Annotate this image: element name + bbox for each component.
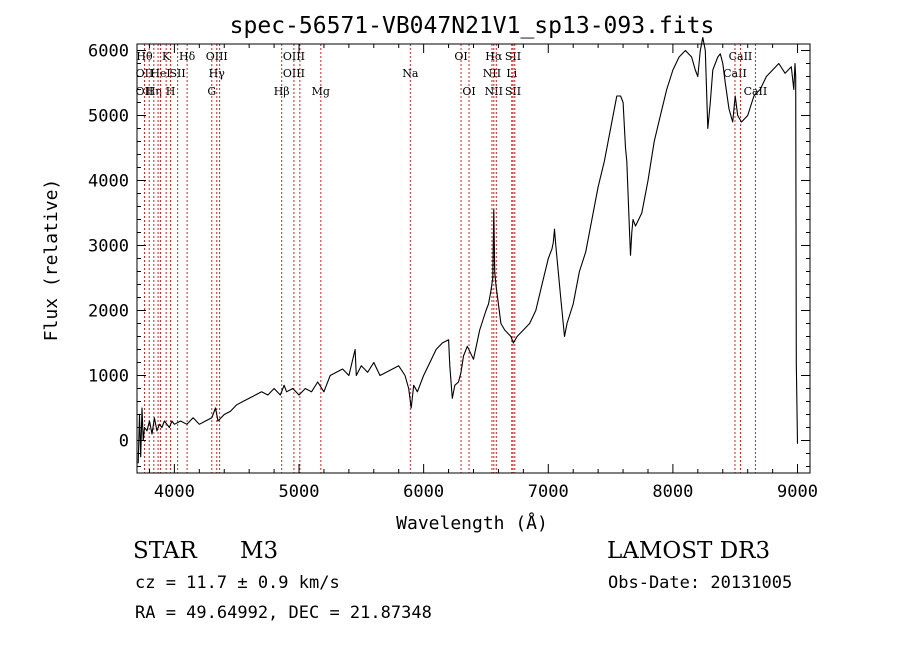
line-label: OI [462,85,475,98]
line-label: OIII [206,50,228,63]
plot-layer: HθOIIOIIHηHeIKHSIIHδGOIIIHγHβOIIIOIIIMgN… [88,36,818,502]
line-label: NII [485,85,503,98]
y-tick-label: 5000 [88,107,129,127]
redshift-velocity: cz = 11.7 ± 0.9 km/s [135,573,340,593]
x-tick-label: 4000 [154,482,195,502]
line-label: Na [402,67,419,80]
line-label: K [162,50,171,63]
line-label: HeI [150,67,170,80]
line-label: H [166,85,176,98]
line-label: Mg [312,85,330,98]
x-tick-label: 8000 [652,482,693,502]
x-tick-label: 5000 [279,482,320,502]
y-axis-label: Flux (relative) [41,179,62,342]
y-tick-label: 3000 [88,237,129,257]
y-tick-label: 1000 [88,367,129,387]
x-tick-label: 9000 [777,482,818,502]
line-label: Hδ [179,50,196,63]
line-label: SII [505,85,521,98]
y-tick-label: 2000 [88,302,129,322]
x-tick-label: 6000 [403,482,444,502]
y-tick-label: 0 [119,432,129,452]
x-tick-label: 7000 [528,482,569,502]
object-subclass: M3 [240,538,279,564]
line-label: CaII [744,85,768,98]
x-axis-label: Wavelength (Å) [396,512,548,534]
line-label: SII [170,67,186,80]
line-label: G [207,85,216,98]
line-label: OIII [283,67,305,80]
line-label: NII [483,67,501,80]
line-label: Hγ [209,67,226,80]
line-label: Hθ [136,50,153,63]
line-label: OIII [283,50,305,63]
chart-title: spec-56571-VB047N21V1_sp13-093.fits [230,13,715,39]
line-label: SII [505,50,521,63]
line-label: OI [454,50,467,63]
line-label: Li [506,67,517,80]
plot-frame [136,43,811,474]
line-label: Hβ [274,85,290,98]
line-label: Hη [146,85,162,98]
survey-name: LAMOST DR3 [607,538,771,564]
series-line-flux [137,36,799,464]
observation-date: Obs-Date: 20131005 [608,573,793,593]
line-label: CaII [723,67,747,80]
y-tick-label: 4000 [88,172,129,192]
line-label: Hα [485,50,503,63]
ra-dec-coordinates: RA = 49.64992, DEC = 21.87348 [135,603,432,623]
y-tick-label: 6000 [88,42,129,62]
line-label: CaII [729,50,753,63]
object-class: STAR [133,538,197,564]
